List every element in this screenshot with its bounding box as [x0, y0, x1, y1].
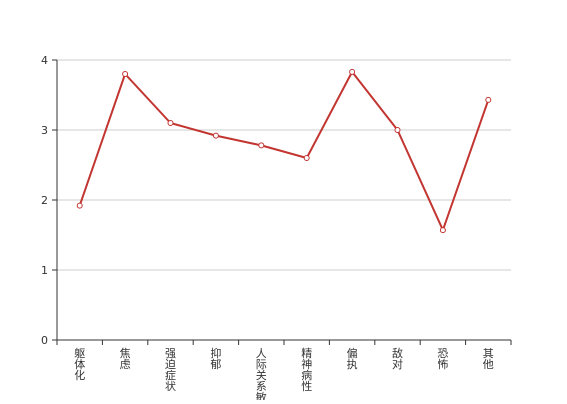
y-tick-label: 3 — [41, 124, 48, 137]
y-tick-label: 4 — [41, 54, 48, 67]
x-tick-label: 其他 — [483, 347, 494, 371]
data-point — [394, 127, 401, 133]
data-point — [349, 68, 356, 75]
data-point — [439, 227, 446, 234]
data-point — [212, 132, 219, 139]
series-line — [78, 70, 490, 232]
y-tick-label: 1 — [41, 264, 48, 277]
data-point — [76, 202, 83, 209]
x-tick-label: 精神病性 — [301, 347, 312, 393]
data-point — [122, 71, 129, 77]
y-tick-label: 0 — [41, 334, 48, 347]
x-tick-label: 偏执 — [347, 346, 358, 371]
x-tick-label: 抑郁 — [210, 346, 221, 371]
series-layer — [76, 68, 492, 234]
data-point — [303, 155, 310, 161]
x-tick-label: 敌对 — [392, 346, 403, 371]
grid-lines — [57, 59, 511, 271]
data-point — [258, 142, 265, 149]
axes: 0 1 2 3 4 躯体化 焦虑 强迫症状 抑郁 人际关系敏感 精神病性 偏执 敌对 恐怖 其他 — [41, 54, 512, 404]
x-tick-label: 躯体化 — [74, 347, 85, 382]
data-point — [167, 120, 174, 126]
x-tick-label: 焦虑 — [120, 347, 131, 371]
data-point — [485, 96, 492, 103]
x-tick-label: 强迫症状 — [165, 347, 176, 393]
x-tick-label: 恐怖 — [437, 347, 448, 371]
y-tick-label: 2 — [41, 194, 48, 207]
x-tick-label: 人际关系敏感 — [256, 347, 267, 400]
